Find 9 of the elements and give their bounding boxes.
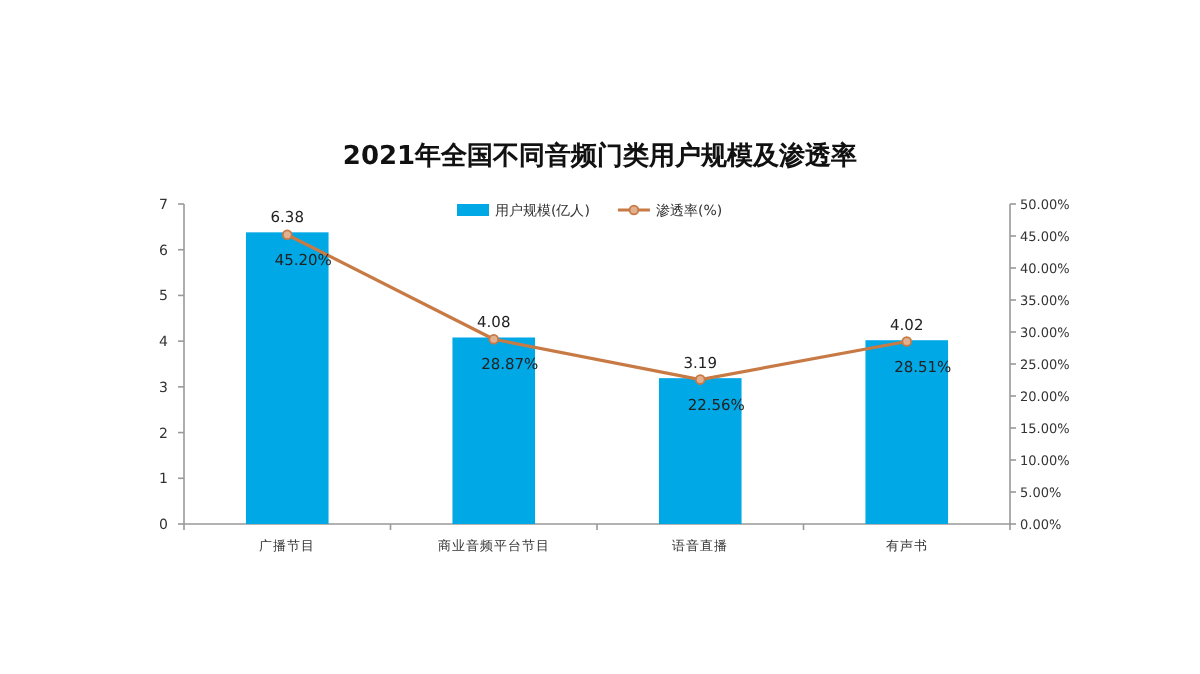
point	[488, 333, 500, 345]
point	[281, 229, 293, 241]
bar	[658, 378, 742, 524]
bar	[865, 340, 949, 524]
point	[694, 374, 706, 385]
bar	[245, 232, 329, 524]
bar	[452, 337, 536, 524]
point	[901, 336, 913, 347]
chart-title: 2021年全国不同音频门类用户规模及渗透率	[342, 140, 858, 172]
